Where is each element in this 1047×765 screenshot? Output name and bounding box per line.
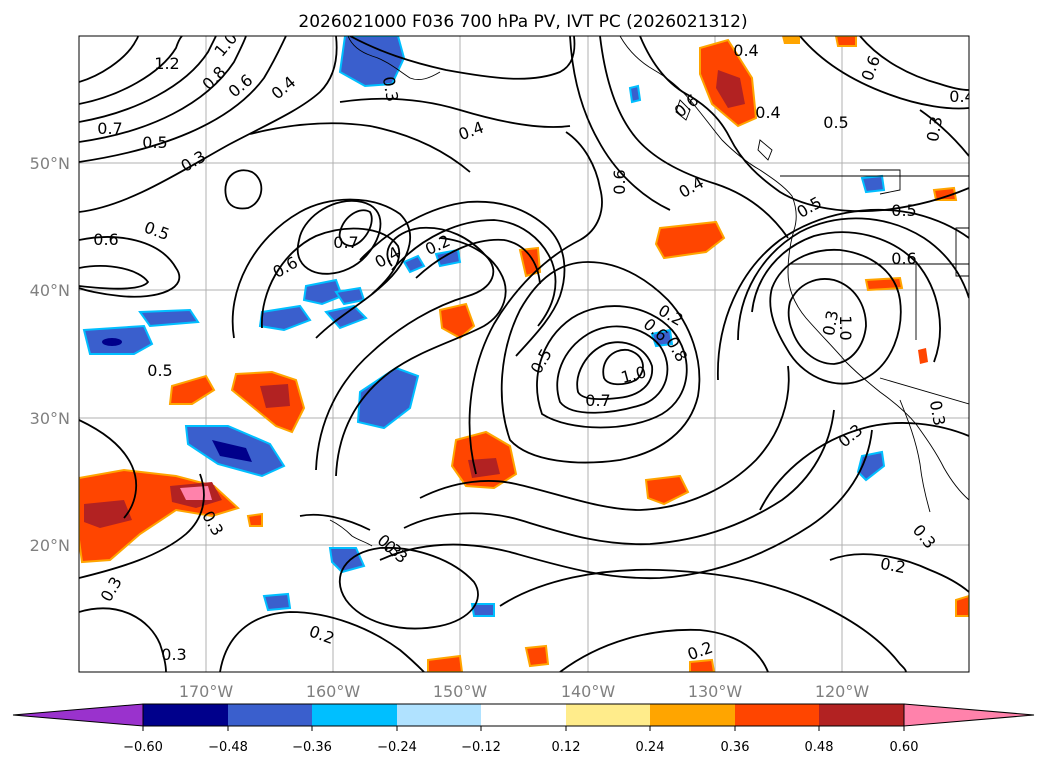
latitude-labels: 50°N 40°N 30°N 20°N: [30, 154, 70, 555]
contour-label: 0.5: [823, 113, 848, 132]
lon-label-120w: 120°W: [815, 682, 870, 701]
contour-label: 0.4: [755, 103, 780, 122]
plot-frame: [78, 35, 970, 673]
contour-label: 0.6: [610, 169, 629, 194]
colorbar-tick-label: −0.24: [377, 740, 417, 755]
plot-area: [79, 36, 969, 672]
contour-label: 0.6: [891, 249, 916, 268]
colorbar-tick-label: −0.60: [123, 740, 163, 755]
contour-label: 0.3: [161, 645, 186, 664]
colorbar-tick-label: 0.48: [805, 740, 834, 755]
contour-label: 0.3: [819, 309, 842, 337]
colorbar-tick-label: −0.12: [461, 740, 501, 755]
lon-label-160w: 160°W: [306, 682, 361, 701]
ivt-region-alaska-negative: [338, 36, 406, 88]
ivt-region-subtropical-positive: [79, 36, 969, 672]
colorbar-low-extension: [12, 703, 144, 727]
colorbar-segment: [735, 704, 819, 726]
contour-label: 0.7: [97, 119, 122, 138]
contour-label: 0.3: [923, 115, 946, 143]
contour-label: 1.0: [836, 315, 855, 340]
lat-label-30n: 30°N: [30, 409, 70, 428]
longitude-labels: 170°W 160°W 150°W 140°W 130°W 120°W: [179, 682, 870, 701]
contour-label: 0.4: [733, 41, 758, 60]
gridlines: [79, 36, 969, 672]
colorbar-tick-label: 0.12: [552, 740, 581, 755]
colorbar-segment: [228, 704, 312, 726]
colorbar-tick-label: −0.36: [292, 740, 332, 755]
colorbar-segment: [566, 704, 650, 726]
ivt-region-offshore-positive: [654, 220, 726, 260]
contour-label: 0.6: [93, 230, 118, 249]
lon-label-150w: 150°W: [433, 682, 488, 701]
contour-label: 0.2: [879, 554, 907, 577]
contour-label: 0.4: [949, 87, 974, 106]
filled-ivt-regions: [79, 36, 969, 672]
contour-label: 0.5: [891, 201, 916, 220]
map-title: 2026021000 F036 700 hPa PV, IVT PC (2026…: [298, 12, 747, 32]
pv-contours: [79, 36, 969, 672]
ivt-region-bc-positive: [699, 38, 758, 128]
colorbar-tick-label: 0.60: [890, 740, 919, 755]
contour-label: 0.3: [926, 399, 949, 427]
contour-label: 0.3: [379, 75, 402, 103]
lat-label-50n: 50°N: [30, 154, 70, 173]
lon-label-170w: 170°W: [179, 682, 234, 701]
ivt-region-west-negative: [82, 308, 200, 355]
colorbar-segment: [650, 704, 735, 726]
lon-label-140w: 140°W: [561, 682, 616, 701]
colorbar-segment: [481, 704, 566, 726]
colorbar-segment: [819, 704, 904, 726]
colorbar-tick-labels: −0.60 −0.48 −0.36 −0.24 −0.12 0.12 0.24 …: [123, 740, 918, 755]
lat-label-40n: 40°N: [30, 281, 70, 300]
colorbar-ticks: [142, 726, 905, 731]
colorbar-segment: [397, 704, 481, 726]
colorbar-tick-label: −0.48: [208, 740, 248, 755]
coastlines: [329, 36, 969, 547]
colorbar-tick-label: 0.24: [636, 740, 665, 755]
lon-label-130w: 130°W: [688, 682, 743, 701]
lat-label-20n: 20°N: [30, 536, 70, 555]
colorbar-high-extension: [903, 703, 1035, 727]
contour-label: 0.7: [333, 233, 358, 252]
contour-label: 1.2: [154, 54, 179, 73]
colorbar-tick-label: 0.36: [721, 740, 750, 755]
colorbar: −0.60 −0.48 −0.36 −0.24 −0.12 0.12 0.24 …: [12, 703, 1035, 755]
colorbar-segment: [312, 704, 397, 726]
contour-label: 0.7: [585, 391, 610, 410]
colorbar-segment: [143, 704, 228, 726]
ivt-region-south-negative: [184, 84, 886, 617]
contour-label: 0.5: [147, 361, 172, 380]
contour-label: 0.5: [142, 133, 167, 152]
